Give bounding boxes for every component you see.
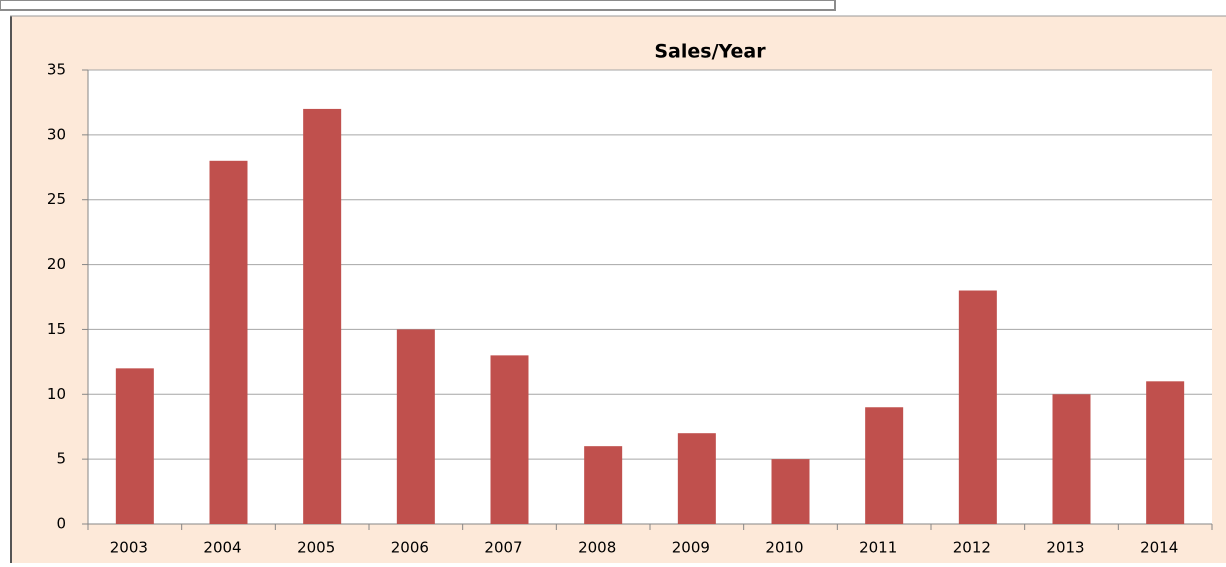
x-tick-label: 2011 <box>859 539 897 557</box>
x-tick-label: 2014 <box>1140 539 1178 557</box>
x-tick-label: 2008 <box>578 539 616 557</box>
bar <box>303 108 342 525</box>
x-tick-label: 2006 <box>391 539 429 557</box>
y-tick-label: 10 <box>47 385 66 403</box>
chart-title: Sales/Year <box>654 41 766 63</box>
y-tick-label: 35 <box>47 61 66 79</box>
x-tick-label: 2013 <box>1046 539 1084 557</box>
plot-area <box>88 70 1212 524</box>
top-panel <box>0 0 836 11</box>
bar <box>115 368 154 524</box>
bar <box>490 355 529 524</box>
x-tick-label: 2003 <box>110 539 148 557</box>
x-tick-label: 2005 <box>297 539 335 557</box>
y-tick-label: 15 <box>47 320 66 338</box>
bar <box>1052 394 1091 524</box>
bar <box>865 407 904 524</box>
y-tick-label: 20 <box>47 255 66 273</box>
bar <box>1146 381 1185 524</box>
bar <box>209 160 248 525</box>
y-tick-label: 0 <box>56 515 66 533</box>
bar <box>958 290 997 524</box>
x-tick-label: 2009 <box>672 539 710 557</box>
bar <box>771 459 810 524</box>
bar <box>396 329 435 524</box>
x-tick-label: 2004 <box>203 539 241 557</box>
x-tick-label: 2010 <box>765 539 803 557</box>
bar <box>584 446 623 524</box>
y-tick-label: 5 <box>56 450 66 468</box>
y-tick-label: 30 <box>47 125 66 143</box>
x-tick-label: 2007 <box>484 539 522 557</box>
bar <box>677 433 716 524</box>
y-tick-label: 25 <box>47 190 66 208</box>
x-tick-label: 2012 <box>953 539 991 557</box>
